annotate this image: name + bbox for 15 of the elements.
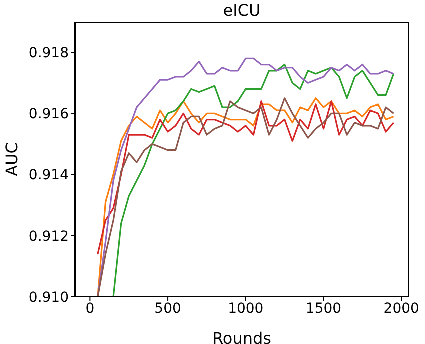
x-tick-label: 1000 xyxy=(228,300,264,317)
y-tick-label: 0.912 xyxy=(28,228,69,245)
y-tick-label: 0.910 xyxy=(28,290,69,306)
x-tick-label: 2000 xyxy=(384,300,420,317)
y-tick-label: 0.918 xyxy=(28,46,69,62)
y-tick-label: 0.914 xyxy=(28,168,70,184)
chart-title: eICU xyxy=(222,0,262,22)
y-tick-label: 0.916 xyxy=(28,106,70,123)
x-axis-title: Rounds xyxy=(212,329,272,344)
y-axis-title: AUC xyxy=(2,142,22,176)
x-tick-label: 500 xyxy=(154,300,182,317)
x-tick-label: 0 xyxy=(86,300,95,317)
line-series xyxy=(97,98,395,297)
x-tick-label: 1500 xyxy=(306,300,342,317)
line-series xyxy=(97,100,395,256)
